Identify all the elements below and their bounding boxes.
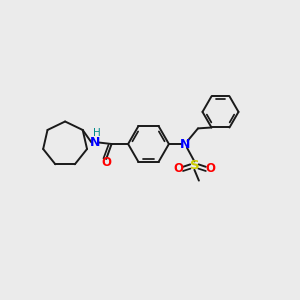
Text: N: N <box>90 136 100 149</box>
Text: O: O <box>101 156 111 169</box>
Text: N: N <box>180 137 190 151</box>
Text: H: H <box>93 128 101 138</box>
Text: O: O <box>174 161 184 175</box>
Text: S: S <box>190 159 199 172</box>
Text: O: O <box>205 161 215 175</box>
